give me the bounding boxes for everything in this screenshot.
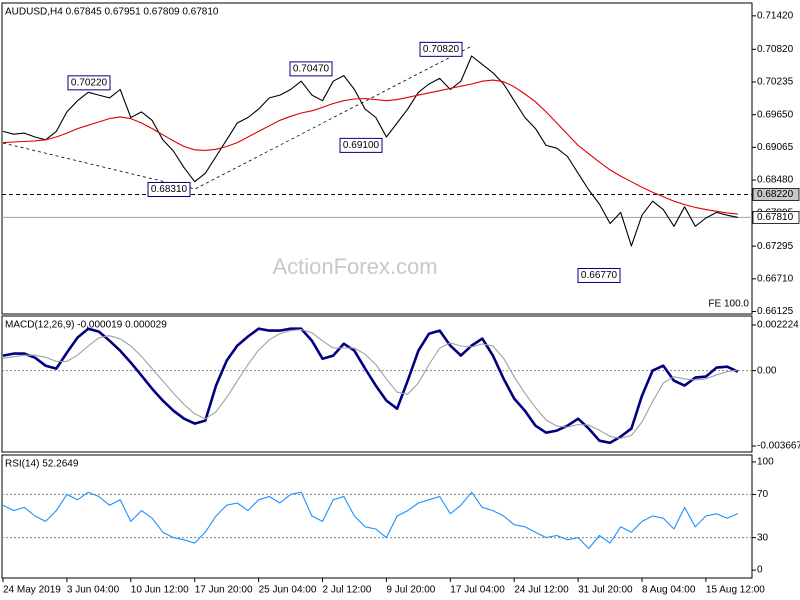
y-tick-label: 30 (757, 532, 769, 543)
x-tick-label: 15 Aug 12:00 (706, 585, 765, 596)
x-tick-label: 24 Jul 12:00 (514, 585, 569, 596)
x-tick-label: 3 Jun 04:00 (67, 585, 120, 596)
panel-title: MACD(12,26,9) -0.000019 0.000029 (5, 320, 167, 331)
watermark: ActionForex.com (272, 254, 437, 279)
annotation-label: 0.70820 (423, 44, 460, 55)
y-tick-label: 70 (757, 489, 769, 500)
x-tick-label: 24 May 2019 (3, 585, 61, 596)
level-label-box (752, 211, 800, 224)
note: FE 100.0 (708, 299, 749, 310)
panel-frame (1, 315, 753, 453)
series-line (2, 329, 738, 439)
annotation-label: 0.70470 (293, 64, 330, 75)
panel-frame (1, 2, 753, 315)
x-tick-label: 2 Jul 12:00 (323, 585, 372, 596)
y-tick-label: -0.003667 (757, 441, 800, 452)
annotation-label: 0.66770 (581, 270, 618, 281)
y-tick-label: 0.70235 (757, 77, 794, 88)
y-tick-label: 0.68480 (757, 175, 794, 186)
series-line (2, 79, 738, 215)
x-tick-label: 25 Jun 04:00 (259, 585, 317, 596)
trend-line (2, 46, 471, 190)
level-label: 0.68220 (757, 189, 794, 200)
annotation-label: 0.69100 (343, 140, 380, 151)
annotation-box (67, 75, 111, 91)
series-line (2, 55, 739, 247)
annotation-label: 0.70220 (71, 77, 108, 88)
panel-title: RSI(14) 52.2649 (5, 459, 79, 470)
y-tick-label: 0.66125 (757, 306, 794, 317)
series-line (2, 491, 739, 550)
x-tick-label: 8 Aug 04:00 (642, 585, 696, 596)
annotation-box (577, 267, 621, 283)
y-tick-label: 0.66710 (757, 273, 794, 284)
annotation-label: 0.68310 (151, 184, 188, 195)
annotation-box (339, 137, 383, 153)
level-label: 0.67810 (757, 212, 794, 223)
x-tick-label: 10 Jun 12:00 (131, 585, 189, 596)
panel-title: AUDUSD,H4 0.67845 0.67951 0.67809 0.6781… (5, 7, 219, 18)
series-line (2, 327, 739, 445)
annotation-box (147, 181, 191, 197)
level-label-box (752, 188, 800, 201)
annotation-box (289, 61, 333, 77)
y-tick-label: 0 (757, 565, 763, 576)
y-tick-label: 100 (757, 457, 774, 468)
y-tick-label: 0.00 (757, 365, 777, 376)
x-tick-label: 31 Jul 20:00 (578, 585, 633, 596)
x-tick-label: 17 Jul 04:00 (450, 585, 505, 596)
y-tick-label: 0.002224 (757, 320, 799, 331)
y-tick-label: 0.69650 (757, 109, 794, 120)
y-tick-label: 0.67295 (757, 241, 794, 252)
x-tick-label: 17 Jun 20:00 (195, 585, 253, 596)
y-tick-label: 0.69065 (757, 142, 794, 153)
panel-frame (1, 454, 753, 579)
annotation-box (419, 41, 463, 57)
y-tick-label: 0.71420 (757, 10, 794, 21)
y-tick-label: 0.70820 (757, 44, 794, 55)
x-tick-label: 9 Jul 20:00 (386, 585, 435, 596)
